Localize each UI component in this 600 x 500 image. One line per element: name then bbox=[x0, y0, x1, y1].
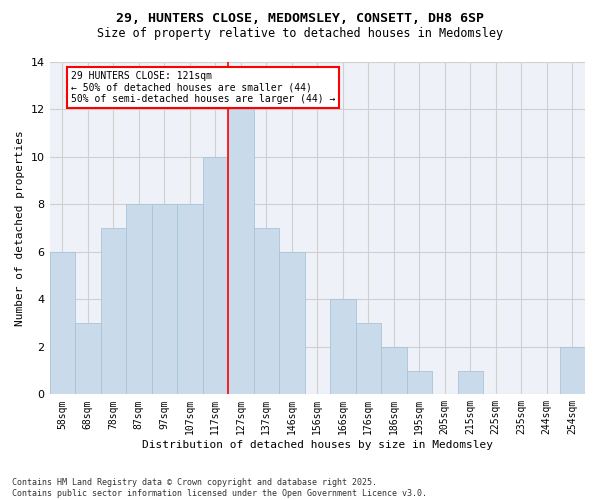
Text: 29, HUNTERS CLOSE, MEDOMSLEY, CONSETT, DH8 6SP: 29, HUNTERS CLOSE, MEDOMSLEY, CONSETT, D… bbox=[116, 12, 484, 26]
Bar bbox=[126, 204, 152, 394]
Bar bbox=[458, 370, 483, 394]
Bar bbox=[50, 252, 75, 394]
Y-axis label: Number of detached properties: Number of detached properties bbox=[15, 130, 25, 326]
Bar bbox=[560, 347, 585, 395]
Text: Contains HM Land Registry data © Crown copyright and database right 2025.
Contai: Contains HM Land Registry data © Crown c… bbox=[12, 478, 427, 498]
Text: 29 HUNTERS CLOSE: 121sqm
← 50% of detached houses are smaller (44)
50% of semi-d: 29 HUNTERS CLOSE: 121sqm ← 50% of detach… bbox=[71, 71, 335, 104]
Bar bbox=[407, 370, 432, 394]
Bar bbox=[381, 347, 407, 395]
Text: Size of property relative to detached houses in Medomsley: Size of property relative to detached ho… bbox=[97, 28, 503, 40]
X-axis label: Distribution of detached houses by size in Medomsley: Distribution of detached houses by size … bbox=[142, 440, 493, 450]
Bar bbox=[356, 323, 381, 394]
Bar bbox=[101, 228, 126, 394]
Bar bbox=[228, 109, 254, 395]
Bar bbox=[75, 323, 101, 394]
Bar bbox=[254, 228, 279, 394]
Bar bbox=[152, 204, 177, 394]
Bar bbox=[330, 299, 356, 394]
Bar bbox=[177, 204, 203, 394]
Bar bbox=[203, 156, 228, 394]
Bar bbox=[279, 252, 305, 394]
